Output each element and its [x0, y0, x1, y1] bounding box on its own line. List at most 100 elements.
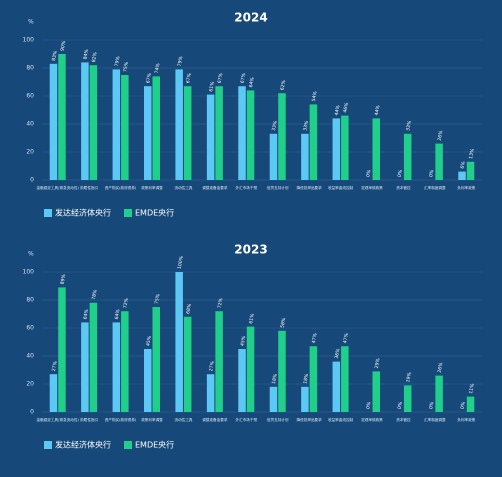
- bar: [309, 104, 318, 180]
- x-tick-label: 收益率曲线控制: [328, 417, 354, 422]
- bar: [112, 322, 121, 412]
- bar: [152, 307, 160, 412]
- value-label: 0%: [397, 169, 404, 178]
- y-tick-label: 60: [26, 325, 34, 332]
- y-tick-label: 60: [26, 93, 34, 100]
- x-tick-label: 前瞻性指引: [80, 417, 98, 422]
- bar: [121, 311, 129, 412]
- legend-label: 发达经济体央行: [55, 208, 111, 218]
- bar: [215, 311, 223, 412]
- x-tick-label: 调整准备金要求: [202, 185, 228, 190]
- x-tick-label: 宏观审慎政策: [361, 417, 383, 422]
- value-label: 33%: [405, 120, 413, 132]
- bar: [206, 94, 215, 180]
- value-label: 0%: [460, 401, 467, 410]
- x-tick-label: 流动性工具: [174, 185, 192, 190]
- x-tick-label: 汇率制度调整: [424, 417, 446, 422]
- bar: [309, 346, 318, 412]
- y-tick-label: 20: [26, 381, 34, 388]
- y-tick-label: 80: [26, 65, 34, 72]
- value-label: 27%: [208, 360, 216, 372]
- bar: [58, 287, 66, 412]
- value-label: 79%: [177, 55, 185, 67]
- legend-label: EMDE央行: [135, 440, 174, 450]
- bar: [215, 86, 223, 180]
- value-label: 0%: [428, 169, 435, 178]
- bar: [49, 63, 58, 180]
- bar: [152, 76, 160, 180]
- y-axis-label: %: [28, 251, 34, 258]
- bar: [183, 316, 192, 412]
- value-label: 45%: [145, 335, 153, 347]
- value-label: 74%: [154, 62, 162, 74]
- x-tick-label: 负利率政策: [457, 185, 475, 190]
- x-tick-label: 资产购买(政府债券): [105, 417, 137, 422]
- bar: [144, 86, 152, 180]
- value-label: 67%: [185, 72, 193, 84]
- bar: [341, 115, 349, 180]
- legend-label: EMDE央行: [135, 208, 174, 218]
- value-label: 45%: [240, 335, 248, 347]
- bar: [458, 171, 466, 180]
- value-label: 29%: [374, 357, 382, 369]
- bar: [246, 326, 255, 412]
- y-axis-label: %: [28, 19, 34, 26]
- bar: [278, 93, 286, 180]
- value-label: 75%: [154, 293, 162, 305]
- x-tick-label: 金融稳定工具(紧急流动性): [37, 417, 80, 422]
- value-label: 0%: [365, 401, 372, 410]
- value-label: 82%: [91, 51, 99, 63]
- legend-swatch: [124, 209, 132, 217]
- bar: [89, 65, 98, 180]
- value-label: 64%: [82, 308, 90, 320]
- y-tick-label: 80: [26, 297, 34, 304]
- value-label: 47%: [311, 332, 319, 344]
- x-tick-label: 政策利率调整: [141, 417, 163, 422]
- bar: [403, 133, 412, 180]
- value-label: 46%: [342, 101, 350, 113]
- y-tick-label: 40: [26, 353, 34, 360]
- value-label: 6%: [460, 160, 467, 169]
- value-label: 44%: [374, 104, 382, 116]
- value-label: 72%: [217, 297, 225, 309]
- value-label: 100%: [177, 255, 185, 270]
- value-label: 58%: [280, 317, 288, 329]
- bar: [332, 361, 341, 412]
- x-tick-label: 调整准备金要求: [202, 417, 228, 422]
- value-label: 67%: [217, 72, 225, 84]
- bar: [175, 69, 183, 180]
- bar: [89, 302, 98, 412]
- bar: [372, 118, 380, 180]
- value-label: 89%: [60, 273, 68, 285]
- value-label: 27%: [51, 360, 59, 372]
- bar: [269, 386, 278, 412]
- bar: [301, 386, 309, 412]
- value-label: 11%: [468, 382, 476, 394]
- chart-title: 2023: [234, 243, 267, 257]
- x-tick-label: 降低抵押品要求: [297, 417, 323, 422]
- bar: [269, 133, 278, 180]
- x-tick-label: 资产购买(政府债券): [105, 185, 137, 190]
- bar: [403, 385, 412, 412]
- bar: [175, 272, 183, 412]
- x-tick-label: 汇率制度调整: [424, 185, 446, 190]
- value-label: 79%: [114, 55, 122, 67]
- value-label: 44%: [334, 104, 342, 116]
- value-label: 67%: [240, 72, 248, 84]
- value-label: 54%: [311, 90, 319, 102]
- x-tick-label: 前瞻性指引: [80, 185, 98, 190]
- legend-label: 发达经济体央行: [55, 440, 111, 450]
- bar: [435, 375, 443, 412]
- bar: [206, 374, 215, 412]
- y-tick-label: 0: [30, 177, 34, 184]
- value-label: 90%: [60, 40, 68, 52]
- value-label: 78%: [91, 289, 99, 301]
- x-tick-label: 政策利率调整: [141, 185, 163, 190]
- x-tick-label: 外汇市场干预: [236, 185, 258, 190]
- value-label: 33%: [302, 120, 310, 132]
- value-label: 84%: [82, 48, 90, 60]
- bar: [372, 371, 380, 412]
- bar: [58, 54, 66, 180]
- x-tick-label: 流动性工具: [174, 417, 192, 422]
